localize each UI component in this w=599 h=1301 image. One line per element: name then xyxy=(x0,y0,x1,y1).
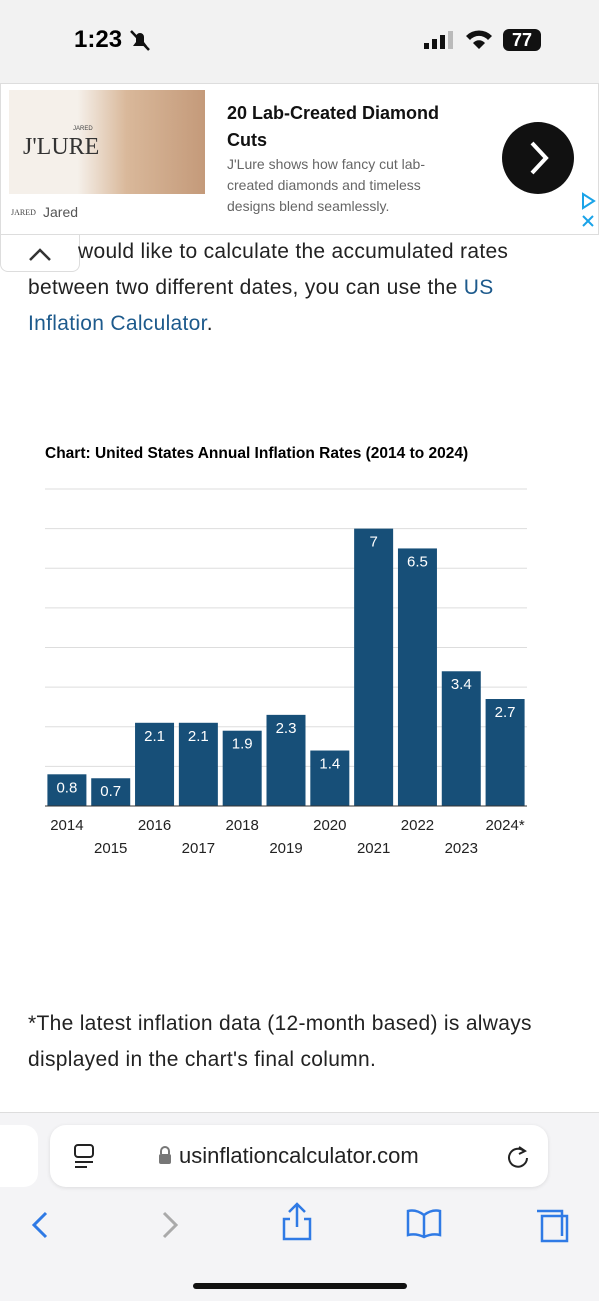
ad-brand-small: JARED xyxy=(73,126,93,132)
ad-banner[interactable]: JARED J'LURE JARED Jared 20 Lab-Created … xyxy=(0,83,599,235)
data-label: 7 xyxy=(369,534,377,551)
lock-icon xyxy=(159,1146,171,1164)
ad-brand: J'LURE xyxy=(23,134,100,160)
footnote: *The latest inflation data (12-month bas… xyxy=(28,1012,532,1071)
data-label: 2.1 xyxy=(188,728,209,745)
battery: 77 xyxy=(503,29,541,51)
advertiser-logo: JARED xyxy=(11,208,36,217)
x-tick-label: 2016 xyxy=(138,817,171,834)
data-label: 1.4 xyxy=(319,755,340,772)
ad-description: J'Lure shows how fancy cut lab-created d… xyxy=(227,156,425,214)
bar xyxy=(222,730,262,806)
back-button[interactable] xyxy=(31,1211,48,1239)
bar xyxy=(441,671,481,806)
bar xyxy=(354,528,394,806)
status-bar: 1:23 77 xyxy=(0,0,599,83)
adchoices[interactable] xyxy=(579,192,597,230)
mute-icon xyxy=(130,30,150,51)
bar xyxy=(91,778,131,806)
bar xyxy=(135,722,175,806)
tabs-button[interactable] xyxy=(537,1209,569,1243)
data-label: 2.7 xyxy=(495,704,516,721)
data-label: 1.9 xyxy=(232,736,253,753)
bar xyxy=(397,548,437,806)
bar xyxy=(47,774,87,806)
url[interactable]: usinflationcalculator.com xyxy=(179,1143,419,1168)
chart: Chart: United States Annual Inflation Ra… xyxy=(45,445,527,857)
ad-image: JARED J'LURE xyxy=(9,90,205,194)
reload-icon[interactable] xyxy=(504,1143,532,1171)
x-tick-label: 2023 xyxy=(445,840,478,857)
bar xyxy=(178,722,218,806)
bar xyxy=(485,699,525,806)
paragraph-text: would like to calculate the accumulated … xyxy=(28,240,509,299)
x-tick-label: 2024* xyxy=(485,817,524,834)
x-tick-label: 2017 xyxy=(182,840,215,857)
data-label: 3.4 xyxy=(451,676,472,693)
paragraph-text: . xyxy=(206,312,213,335)
home-indicator xyxy=(193,1283,407,1289)
x-tick-label: 2020 xyxy=(313,817,346,834)
nav-bar xyxy=(31,1202,569,1243)
ad-title[interactable]: 20 Lab-Created Diamond Cuts xyxy=(227,103,440,150)
ad-cta-button[interactable] xyxy=(501,121,575,195)
data-label: 2.1 xyxy=(144,728,165,745)
bar xyxy=(266,714,306,806)
x-tick-label: 2019 xyxy=(269,840,302,857)
x-tick-label: 2014 xyxy=(50,817,83,834)
x-tick-label: 2022 xyxy=(401,817,434,834)
address-bar[interactable]: usinflationcalculator.com xyxy=(50,1125,548,1187)
data-label: 2.3 xyxy=(276,720,297,737)
article-paragraph: would like to calculate the accumulated … xyxy=(28,234,568,342)
tab-preview[interactable] xyxy=(0,1125,38,1187)
advertiser: Jared xyxy=(43,204,79,220)
data-label: 0.7 xyxy=(100,783,121,800)
data-label: 6.5 xyxy=(407,553,428,570)
forward-button[interactable] xyxy=(162,1211,179,1239)
calculator-link[interactable]: US Inflation Calculator xyxy=(28,276,494,335)
browser-toolbar: usinflationcalculator.com xyxy=(0,1112,599,1301)
wifi-icon xyxy=(466,30,492,49)
time: 1:23 xyxy=(74,26,123,53)
bookmarks-button[interactable] xyxy=(406,1209,442,1239)
x-tick-label: 2021 xyxy=(357,840,390,857)
x-tick-label: 2015 xyxy=(94,840,127,857)
signal-icon xyxy=(424,31,453,49)
x-tick-label: 2018 xyxy=(225,817,258,834)
bar xyxy=(310,750,350,806)
collapse-tab[interactable] xyxy=(0,235,80,272)
chart-title: Chart: United States Annual Inflation Ra… xyxy=(45,445,468,462)
data-label: 0.8 xyxy=(56,779,77,796)
share-button[interactable] xyxy=(282,1202,312,1241)
chevron-up xyxy=(29,248,51,261)
reader-icon[interactable] xyxy=(72,1143,98,1171)
